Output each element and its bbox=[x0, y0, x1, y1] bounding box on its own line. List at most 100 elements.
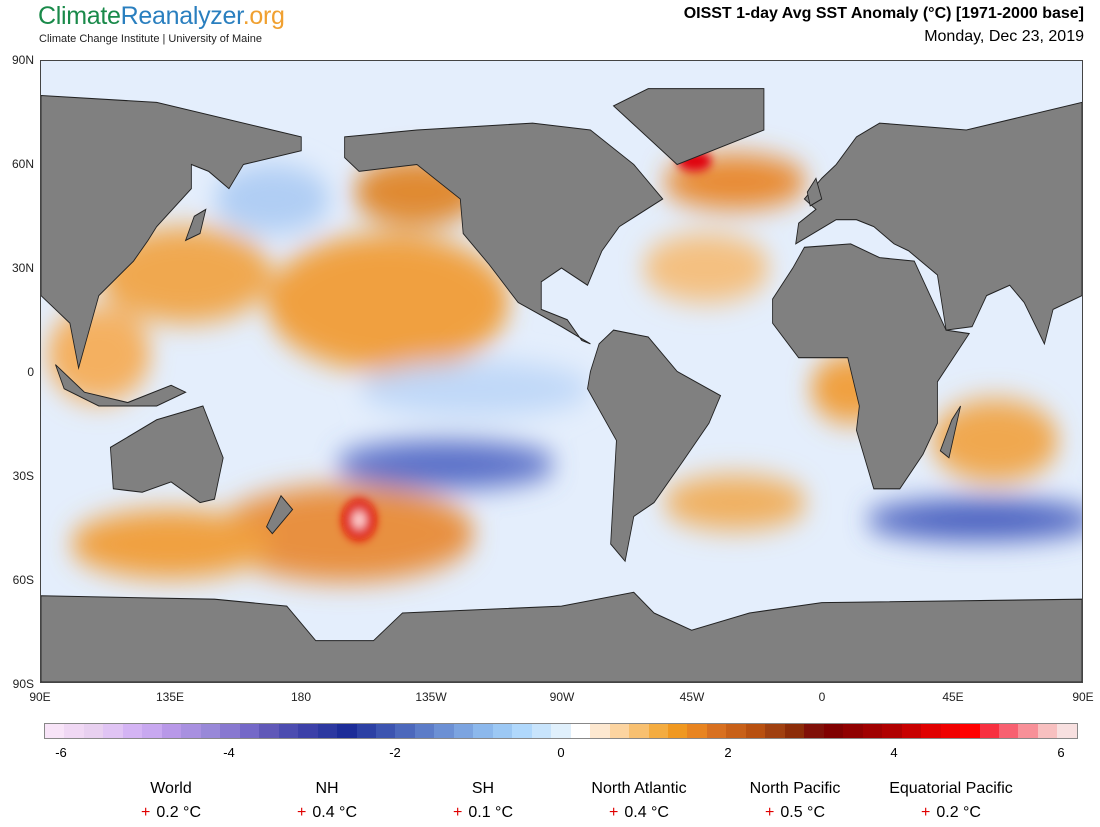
colorbar-label: -2 bbox=[389, 745, 401, 760]
colorbar-swatch bbox=[278, 724, 299, 738]
colorbar-swatch bbox=[765, 724, 785, 738]
colorbar-swatch bbox=[512, 724, 532, 738]
logo-subtitle: Climate Change Institute | University of… bbox=[39, 33, 262, 45]
colorbar-swatch bbox=[375, 724, 396, 738]
stat-sign: + bbox=[765, 804, 775, 821]
africa bbox=[772, 243, 971, 490]
stat-value: 0.2 °C bbox=[936, 804, 981, 821]
lat-label: 60N bbox=[11, 157, 34, 171]
colorbar-swatch bbox=[668, 724, 688, 738]
sst-anomaly-map bbox=[40, 60, 1083, 683]
lon-label: 90E bbox=[1072, 690, 1094, 704]
colorbar-swatch bbox=[921, 724, 941, 738]
madagascar bbox=[939, 405, 961, 459]
stat-north-atlantic: North Atlantic +0.4 °C bbox=[591, 780, 686, 822]
stat-equatorial-pacific: Equatorial Pacific +0.2 °C bbox=[889, 780, 1013, 822]
lon-label: 45W bbox=[679, 690, 705, 704]
stat-region: Equatorial Pacific bbox=[889, 780, 1013, 797]
indonesia bbox=[55, 364, 187, 407]
colorbar-swatch bbox=[862, 724, 883, 738]
colorbar-swatch bbox=[843, 724, 863, 738]
colorbar-swatch bbox=[901, 724, 922, 738]
antarctica bbox=[41, 591, 1082, 682]
colorbar-swatch bbox=[220, 724, 240, 738]
stat-value: 0.4 °C bbox=[312, 804, 357, 821]
australia bbox=[109, 405, 224, 504]
stat-sign: + bbox=[609, 804, 619, 821]
eurasia-west bbox=[795, 101, 1082, 346]
logo-part-reanalyzer: Reanalyzer bbox=[120, 2, 243, 30]
stat-value: 0.5 °C bbox=[780, 804, 825, 821]
stat-region: North Atlantic bbox=[591, 780, 687, 797]
colorbar-swatch bbox=[570, 724, 591, 738]
colorbar-swatch bbox=[64, 724, 84, 738]
japan bbox=[184, 208, 207, 242]
map-date: Monday, Dec 23, 2019 bbox=[924, 28, 1084, 45]
lat-label: 90N bbox=[11, 53, 34, 67]
colorbar-swatch bbox=[122, 724, 143, 738]
colorbar-swatch bbox=[531, 724, 552, 738]
greenland bbox=[612, 88, 765, 166]
colorbar-swatch bbox=[979, 724, 999, 738]
stat-value: 0.4 °C bbox=[624, 804, 669, 821]
new-zealand bbox=[266, 494, 294, 535]
lat-label: 30S bbox=[12, 469, 34, 483]
eurasia-east bbox=[41, 94, 302, 370]
colorbar-swatch bbox=[414, 724, 435, 738]
colorbar-swatch bbox=[298, 724, 318, 738]
colorbar bbox=[44, 723, 1078, 739]
lat-label: 90S bbox=[12, 677, 34, 691]
colorbar-swatch bbox=[726, 724, 746, 738]
colorbar-label: -6 bbox=[55, 745, 67, 760]
stat-region: World bbox=[150, 780, 192, 797]
colorbar-swatch bbox=[492, 724, 513, 738]
south-america bbox=[587, 329, 722, 563]
stat-value: 0.2 °C bbox=[156, 804, 201, 821]
colorbar-swatch bbox=[200, 724, 221, 738]
colorbar-swatch bbox=[706, 724, 727, 738]
colorbar-swatch bbox=[356, 724, 376, 738]
uk bbox=[806, 177, 823, 207]
stat-sign: + bbox=[297, 804, 307, 821]
colorbar-swatch bbox=[1018, 724, 1038, 738]
colorbar-label: 6 bbox=[1057, 745, 1065, 760]
colorbar-swatch bbox=[629, 724, 649, 738]
lat-label: 0 bbox=[27, 365, 34, 379]
colorbar-swatch bbox=[181, 724, 201, 738]
colorbar-swatch bbox=[103, 724, 123, 738]
colorbar-swatch bbox=[473, 724, 493, 738]
land-masses bbox=[41, 88, 1082, 682]
colorbar-swatch bbox=[395, 724, 415, 738]
stat-sign: + bbox=[453, 804, 463, 821]
colorbar-swatch bbox=[453, 724, 474, 738]
stat-north-pacific: North Pacific +0.5 °C bbox=[750, 780, 841, 822]
colorbar-swatch bbox=[45, 724, 65, 738]
north-america bbox=[344, 122, 664, 345]
lon-label: 45E bbox=[942, 690, 964, 704]
colorbar-swatch bbox=[687, 724, 707, 738]
lon-label: 0 bbox=[818, 690, 826, 704]
colorbar-label: 0 bbox=[557, 745, 565, 760]
colorbar-swatch bbox=[317, 724, 338, 738]
colorbar-swatch bbox=[590, 724, 610, 738]
lon-label: 90E bbox=[29, 690, 51, 704]
colorbar-swatch bbox=[804, 724, 824, 738]
stat-sh: SH +0.1 °C bbox=[453, 780, 513, 822]
colorbar-swatch bbox=[784, 724, 805, 738]
colorbar-swatch bbox=[551, 724, 571, 738]
stat-value: 0.1 °C bbox=[468, 804, 513, 821]
stat-sign: + bbox=[141, 804, 151, 821]
colorbar-swatch bbox=[998, 724, 1019, 738]
lat-label: 60S bbox=[12, 573, 34, 587]
lat-label: 30N bbox=[11, 261, 34, 275]
colorbar-swatch bbox=[648, 724, 668, 738]
stat-sign: + bbox=[921, 804, 931, 821]
colorbar-swatch bbox=[83, 724, 104, 738]
climate-reanalyzer-logo[interactable]: ClimateReanalyzer.org bbox=[38, 2, 285, 31]
colorbar-swatch bbox=[259, 724, 279, 738]
colorbar-swatch bbox=[960, 724, 980, 738]
colorbar-label: 4 bbox=[890, 745, 898, 760]
stat-region: North Pacific bbox=[749, 780, 841, 797]
colorbar-swatch bbox=[142, 724, 162, 738]
colorbar-swatch bbox=[337, 724, 357, 738]
